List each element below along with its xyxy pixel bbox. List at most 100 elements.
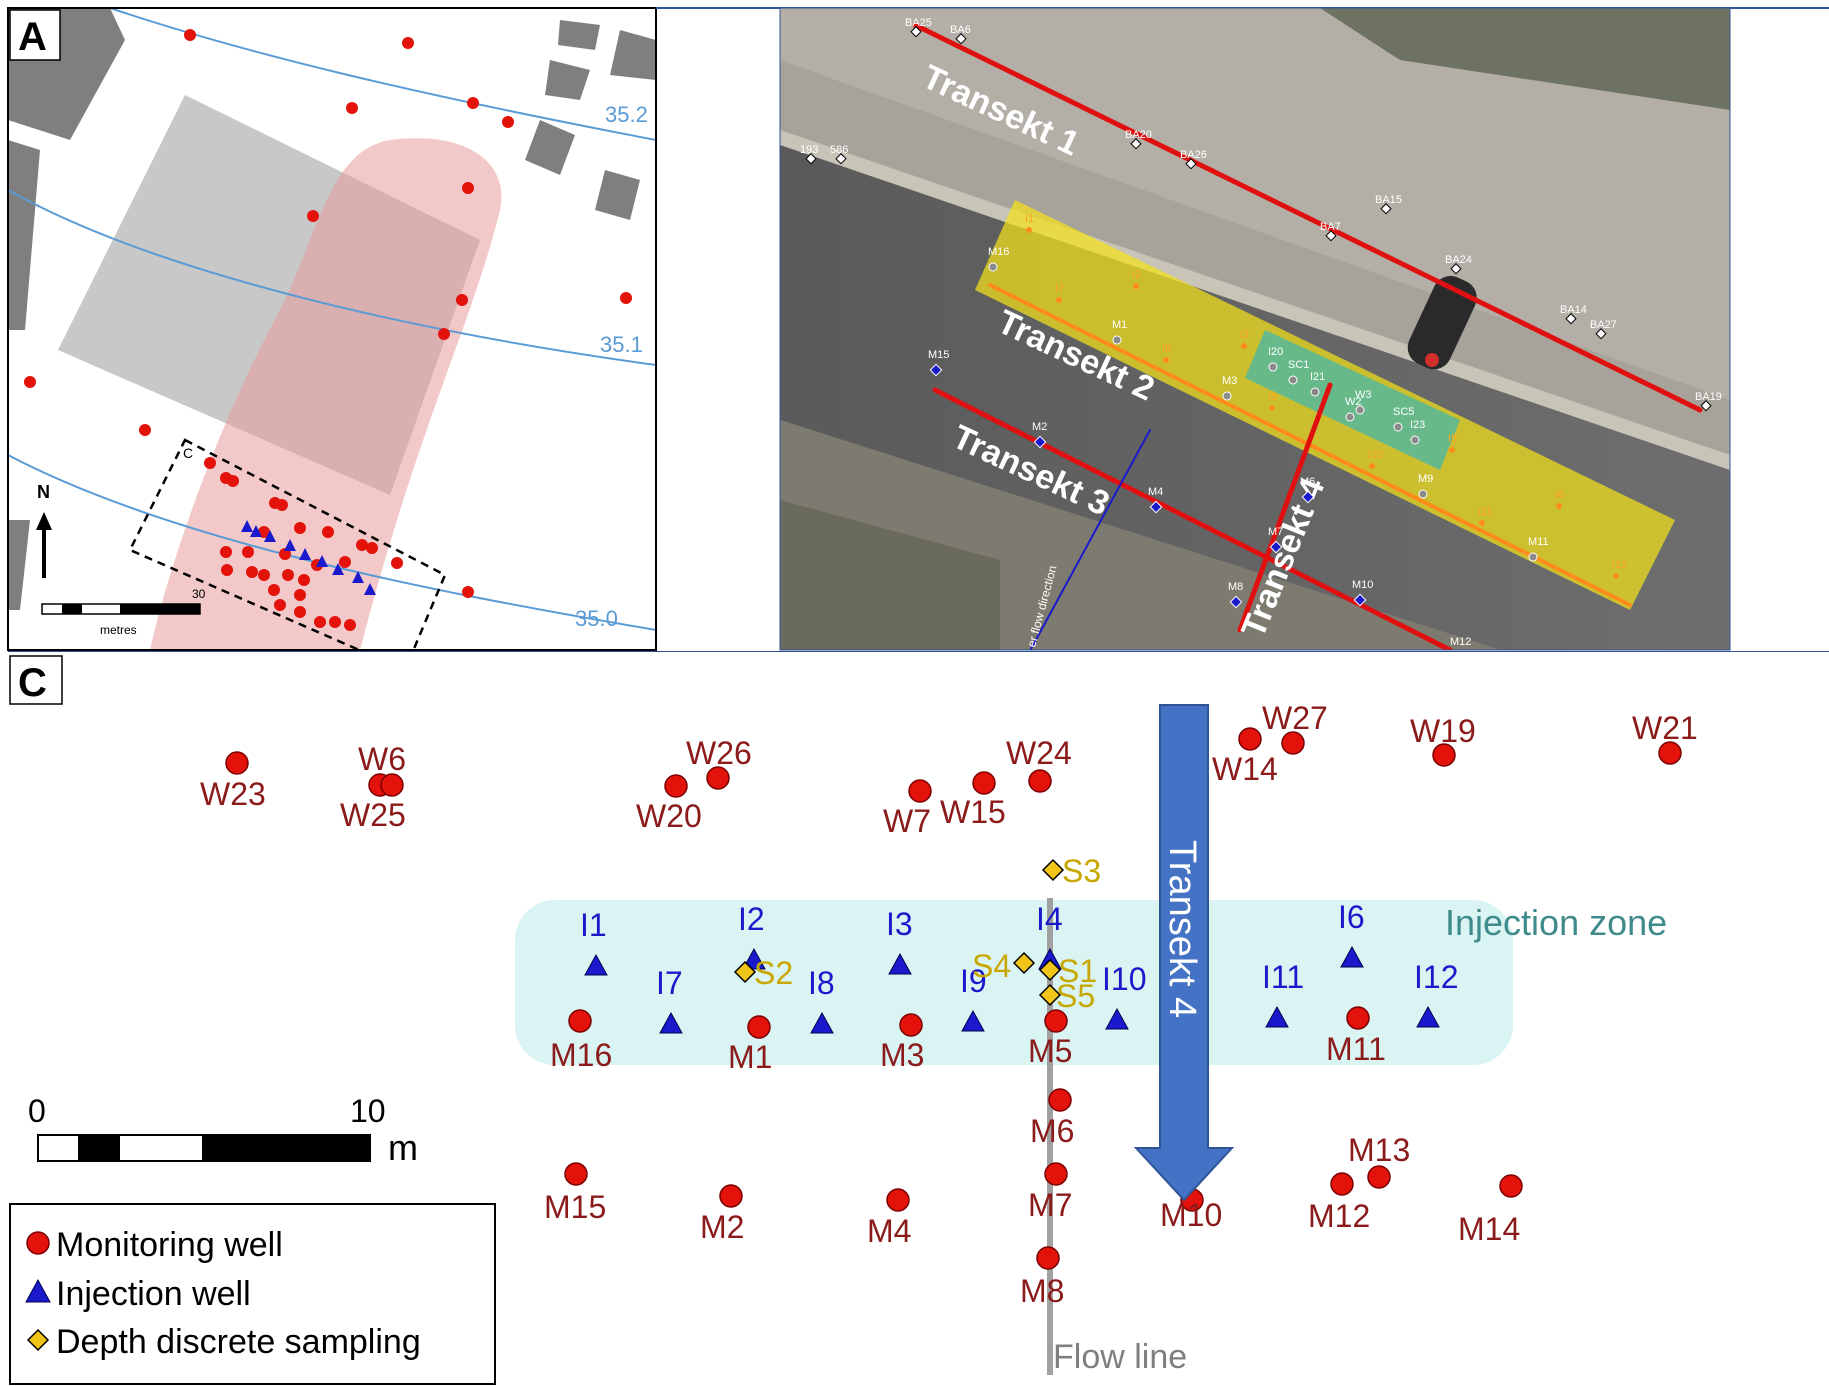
panel-a-monitoring-dot bbox=[220, 546, 232, 558]
injection-well-marker bbox=[810, 1011, 834, 1034]
legend-monitoring-icon bbox=[26, 1231, 50, 1255]
panel-c-letter: C bbox=[18, 661, 47, 705]
injection-well-label: I1 bbox=[580, 907, 607, 943]
transect-lines bbox=[912, 22, 1703, 650]
photo-injection-label: I3 bbox=[1240, 329, 1249, 341]
monitoring-well-label: M3 bbox=[880, 1037, 924, 1073]
photo-monitoring-label: I21 bbox=[1310, 371, 1325, 383]
panel-a-injection-marker bbox=[364, 583, 376, 595]
sampling-point-label: S1 bbox=[1058, 953, 1097, 989]
photo-borehole-marker bbox=[1450, 263, 1462, 275]
photo-monitoring-point bbox=[1222, 391, 1232, 401]
monitoring-well-label: M13 bbox=[1348, 1132, 1410, 1168]
photo-well-marker bbox=[1229, 595, 1243, 609]
photo-monitoring-label: SC1 bbox=[1288, 359, 1309, 371]
panel-a-monitoring-dot bbox=[298, 574, 310, 586]
injection-well-marker bbox=[584, 953, 608, 976]
inset-c-label: C bbox=[183, 445, 193, 461]
scale-c-min: 0 bbox=[28, 1093, 46, 1129]
monitoring-well-marker bbox=[1238, 727, 1262, 751]
photo-injection-label: I9 bbox=[1268, 391, 1277, 403]
photo-injection-label: I6 bbox=[1555, 489, 1564, 501]
transekt-4-arrow: Transekt 4 bbox=[1133, 704, 1235, 1202]
monitoring-well-label: M7 bbox=[1028, 1187, 1072, 1223]
monitoring-well-marker bbox=[886, 1188, 910, 1212]
sampling-point-marker bbox=[1038, 983, 1062, 1007]
photo-injection-point bbox=[1026, 227, 1032, 233]
panel-a-monitoring-dot bbox=[139, 424, 151, 436]
monitoring-well-marker bbox=[564, 1162, 588, 1186]
photo-borehole-marker bbox=[1595, 328, 1607, 340]
building-footprints bbox=[8, 8, 656, 610]
injection-well-marker bbox=[888, 952, 912, 975]
photo-monitoring-label: W2 bbox=[1345, 396, 1362, 408]
scale-c-max: 10 bbox=[350, 1093, 386, 1129]
panel-a-scale-bar: 30 metres bbox=[41, 587, 206, 637]
transekt-3-line bbox=[932, 387, 1453, 650]
panel-a-monitoring-dot bbox=[246, 566, 258, 578]
panel-a-monitoring-dot bbox=[294, 522, 306, 534]
monitoring-well-marker bbox=[908, 779, 932, 803]
panel-a-injection-marker bbox=[299, 548, 311, 560]
monitoring-well-marker bbox=[1048, 1088, 1072, 1112]
panel-a-monitoring-dot bbox=[322, 526, 334, 538]
panel-a-map: 35.2 35.1 35.0 C N 30 metres bbox=[8, 8, 656, 650]
photo-well-label: M4 bbox=[1148, 486, 1163, 498]
scale-c-unit: m bbox=[388, 1127, 418, 1168]
photo-borehole-marker bbox=[835, 153, 847, 165]
photo-injection-point bbox=[1449, 447, 1455, 453]
panel-a-monitoring-dot bbox=[620, 292, 632, 304]
photo-injection-point bbox=[1241, 343, 1247, 349]
photo-monitoring-point bbox=[1288, 375, 1298, 385]
panel-c-scale-bar: 0 10 m bbox=[28, 1093, 418, 1168]
svg-text:30: 30 bbox=[192, 587, 206, 601]
panel-a-monitoring-dot bbox=[462, 586, 474, 598]
photo-monitoring-point bbox=[1345, 412, 1355, 422]
panel-a-monitoring-dot bbox=[282, 569, 294, 581]
panel-a-injection-marker bbox=[284, 539, 296, 551]
photo-monitoring-label: SC5 bbox=[1393, 406, 1414, 418]
photo-injection-point bbox=[1369, 463, 1375, 469]
photo-borehole-label: BA19 bbox=[1695, 391, 1722, 403]
photo-monitoring-point bbox=[1393, 422, 1403, 432]
legend-sampling-label: Depth discrete sampling bbox=[56, 1323, 421, 1361]
injection-well-marker bbox=[961, 1009, 985, 1032]
photo-well-label: M10 bbox=[1352, 579, 1373, 591]
photo-borehole-label: BA6 bbox=[950, 24, 971, 36]
injection-well-marker bbox=[659, 1011, 683, 1034]
monitoring-well-marker bbox=[1044, 1009, 1068, 1033]
transekt-4-arrow-label: Transekt 4 bbox=[1161, 840, 1203, 1018]
photo-injection-label: I1 bbox=[1025, 213, 1034, 225]
photo-borehole-label: BA20 bbox=[1125, 129, 1152, 141]
monitoring-well-label: M1 bbox=[728, 1039, 772, 1075]
monitoring-well-label: W25 bbox=[340, 797, 406, 833]
photo-borehole-marker bbox=[1565, 313, 1577, 325]
panel-a-monitoring-dot bbox=[274, 599, 286, 611]
panel-a-monitoring-dot bbox=[204, 457, 216, 469]
monitoring-well-marker bbox=[225, 751, 249, 775]
photo-monitoring-label: I20 bbox=[1268, 346, 1283, 358]
injection-well-label: I6 bbox=[1338, 899, 1365, 935]
injection-well-label: I12 bbox=[1414, 959, 1458, 995]
monitoring-well-label: W27 bbox=[1262, 700, 1328, 736]
injection-well-label: I10 bbox=[1102, 961, 1146, 997]
photo-monitoring-point bbox=[1528, 552, 1538, 562]
monitoring-well-label: M6 bbox=[1030, 1113, 1074, 1149]
monitoring-well-marker bbox=[1499, 1174, 1523, 1198]
photo-well-marker bbox=[1033, 435, 1047, 449]
photo-borehole-label: BA24 bbox=[1445, 254, 1472, 266]
photo-monitoring-label: M16 bbox=[988, 246, 1009, 258]
monitoring-well-label: W19 bbox=[1410, 713, 1476, 749]
photo-well-marker bbox=[1269, 540, 1283, 554]
photo-injection-label: I2 bbox=[1132, 269, 1141, 281]
monitoring-well-marker bbox=[1281, 731, 1305, 755]
monitoring-well-label: M14 bbox=[1458, 1211, 1520, 1247]
injection-well-marker bbox=[1416, 1005, 1440, 1028]
panel-a-monitoring-dot bbox=[339, 556, 351, 568]
injection-well-label: I2 bbox=[738, 901, 765, 937]
svg-text:N: N bbox=[37, 482, 50, 502]
svg-text:metres: metres bbox=[100, 623, 137, 637]
contaminant-plume bbox=[150, 138, 502, 650]
panel-a-monitoring-dot bbox=[366, 542, 378, 554]
